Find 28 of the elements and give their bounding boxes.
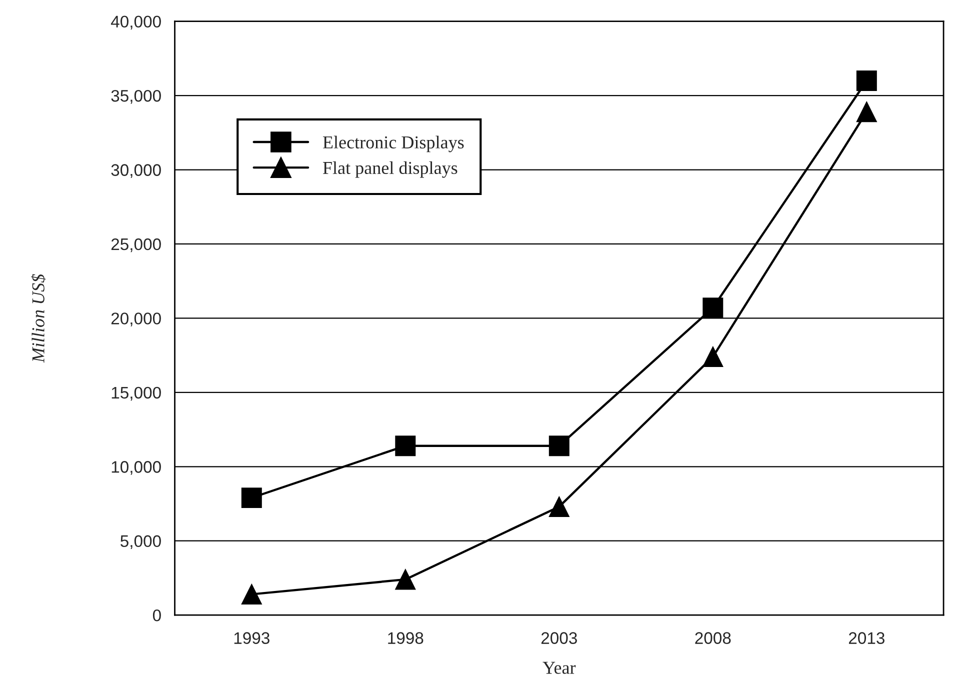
point	[548, 436, 570, 456]
point	[856, 70, 877, 91]
point	[241, 488, 262, 508]
point	[395, 436, 416, 456]
x-tick-label: 2008	[695, 632, 731, 644]
y-tick-label: 30,000	[111, 164, 161, 178]
y-tick-label: 40,000	[110, 16, 161, 30]
legend-label: Electronic Displays	[322, 136, 464, 152]
x-tick-label: 2003	[541, 632, 577, 644]
x-tick-label: 2013	[848, 632, 884, 644]
point	[241, 584, 262, 605]
y-tick-label: 15,000	[112, 386, 161, 401]
y-tick-label: 20,000	[111, 312, 161, 326]
y-axis-title: Million US$	[31, 274, 46, 363]
x-tick-label: 1998	[388, 632, 424, 644]
point	[395, 569, 416, 590]
y-tick-label: 0	[152, 609, 161, 622]
y-tick-label: 5,000	[120, 535, 161, 550]
point	[856, 102, 877, 122]
point	[702, 346, 724, 368]
y-tick-label: 35,000	[111, 90, 161, 104]
point	[702, 298, 724, 318]
x-tick-label: 1993	[234, 632, 270, 644]
y-tick-label: 25,000	[111, 238, 161, 252]
point	[548, 496, 570, 517]
x-axis-title: Year	[542, 662, 576, 674]
y-tick-label: 10,000	[112, 461, 161, 475]
legend-label: Flat panel displays	[322, 161, 458, 178]
